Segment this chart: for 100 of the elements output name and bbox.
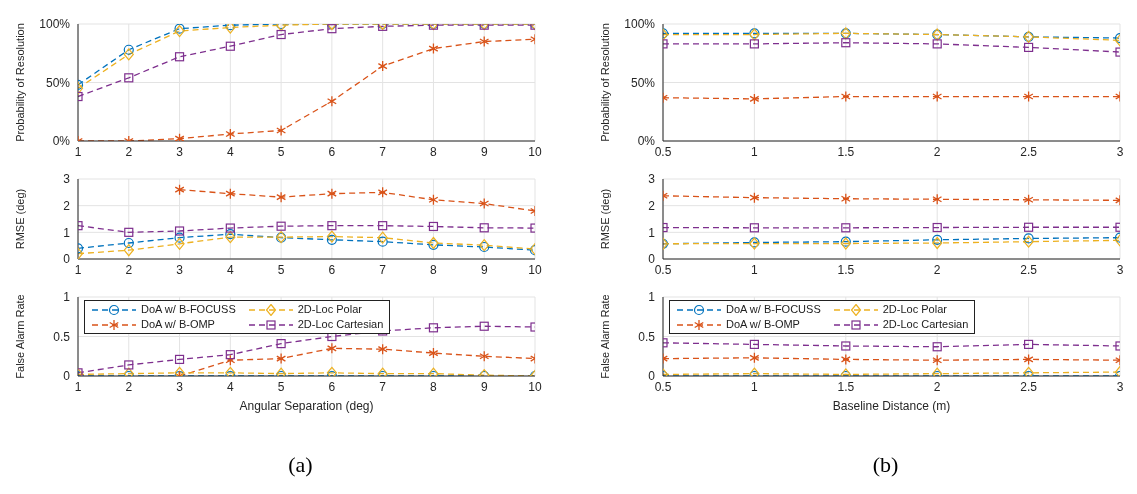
point [174,354,185,365]
y-tick-label: 0% [637,134,656,149]
x-tick-label: 1.5 [837,144,855,159]
x-tick-label: 9 [480,144,488,159]
point [749,39,759,49]
x-tick-label: 10 [528,262,542,277]
x-tick-label: 1.5 [837,262,855,277]
x-tick-label: 3 [176,379,184,394]
point [174,133,185,141]
point [479,223,489,233]
point [326,95,337,107]
x-tick-label: 10 [528,379,542,394]
y-tick-label: 1 [63,225,71,240]
point [1023,233,1034,244]
x-tick-label: 2.5 [1020,379,1038,394]
point [225,128,236,140]
y-tick-label: 0.5 [53,329,71,344]
point [378,221,388,231]
point [840,90,851,103]
point [174,232,185,243]
point [174,226,185,236]
point [841,223,851,233]
x-tick-label: 10 [528,144,542,159]
x-tick-label: 4 [226,262,234,277]
point [428,323,439,333]
point [276,339,286,349]
point [326,230,337,243]
x-tick-label: 1.5 [837,379,855,394]
x-tick-label: 8 [430,262,438,277]
point [932,236,943,250]
x-tick-label: 4 [226,144,234,159]
point [377,231,388,244]
x-tick-label: 5 [277,379,285,394]
point [124,227,134,237]
point [1023,90,1034,103]
x-tick-label: 2 [125,144,133,159]
point [225,41,235,51]
point [932,193,943,205]
x-tick-label: 1 [751,144,759,159]
y-tick-label: 0 [63,252,71,267]
x-tick-label: 9 [480,379,488,394]
y-tick-label: 3 [648,172,656,187]
legend-label: 2D-Loc Cartesian [297,317,384,332]
y-tick-label: 0 [63,369,71,384]
y-tick-label: 1 [648,290,656,305]
point [932,222,942,233]
point [932,90,943,103]
x-tick-label: 2.5 [1020,262,1038,277]
y-tick-label: 100% [39,17,71,32]
point [174,237,185,250]
point [428,347,439,359]
x-tick-label: 2 [125,262,133,277]
point [749,223,759,233]
point [225,229,236,240]
point [377,236,388,247]
legend-label: 2D-Loc Polar [882,302,947,317]
point [377,343,388,355]
point [225,188,236,200]
legend-label: DoA w/ B-FOCUSS [726,302,821,317]
point [276,191,287,203]
x-tick-label: 2 [125,379,133,394]
y-tick-label: 0 [648,369,656,384]
point [276,221,286,231]
point [225,354,236,366]
legend-label: DoA w/ B-FOCUSS [141,302,236,317]
x-tick-label: 3 [176,144,184,159]
y-tick-label: 2 [63,198,71,213]
point [124,73,134,83]
point [749,192,760,204]
x-tick-label: 8 [430,379,438,394]
x-tick-label: 4 [226,379,234,394]
x-tick-label: 2 [933,262,941,277]
text: (b) [871,452,900,478]
y-tick-label: 1 [648,225,656,240]
y-tick-label: 0.5 [638,329,656,344]
text: (a) [287,452,314,478]
point [428,221,439,232]
x-tick-label: 7 [379,144,387,159]
legend-label: DoA w/ B-OMP [141,317,215,332]
point [1023,194,1034,206]
point [479,350,490,362]
point [326,342,337,354]
x-tick-label: 1 [74,262,82,277]
y-tick-label: 2 [648,198,656,213]
y-axis-title: Probability of Resolution [13,23,26,142]
point [428,42,439,55]
x-tick-label: 6 [328,144,336,159]
x-tick-label: 5 [277,144,285,159]
point [377,60,388,72]
point [225,350,235,360]
y-tick-label: 0 [648,252,656,267]
y-tick-label: 0% [52,134,71,149]
y-axis-title: Probability of Resolution [598,23,611,142]
point [327,221,337,231]
y-tick-label: 1 [63,290,71,305]
point [932,234,943,245]
x-tick-label: 3 [1116,379,1124,394]
point [428,194,439,206]
point [749,93,760,105]
point [326,234,337,245]
